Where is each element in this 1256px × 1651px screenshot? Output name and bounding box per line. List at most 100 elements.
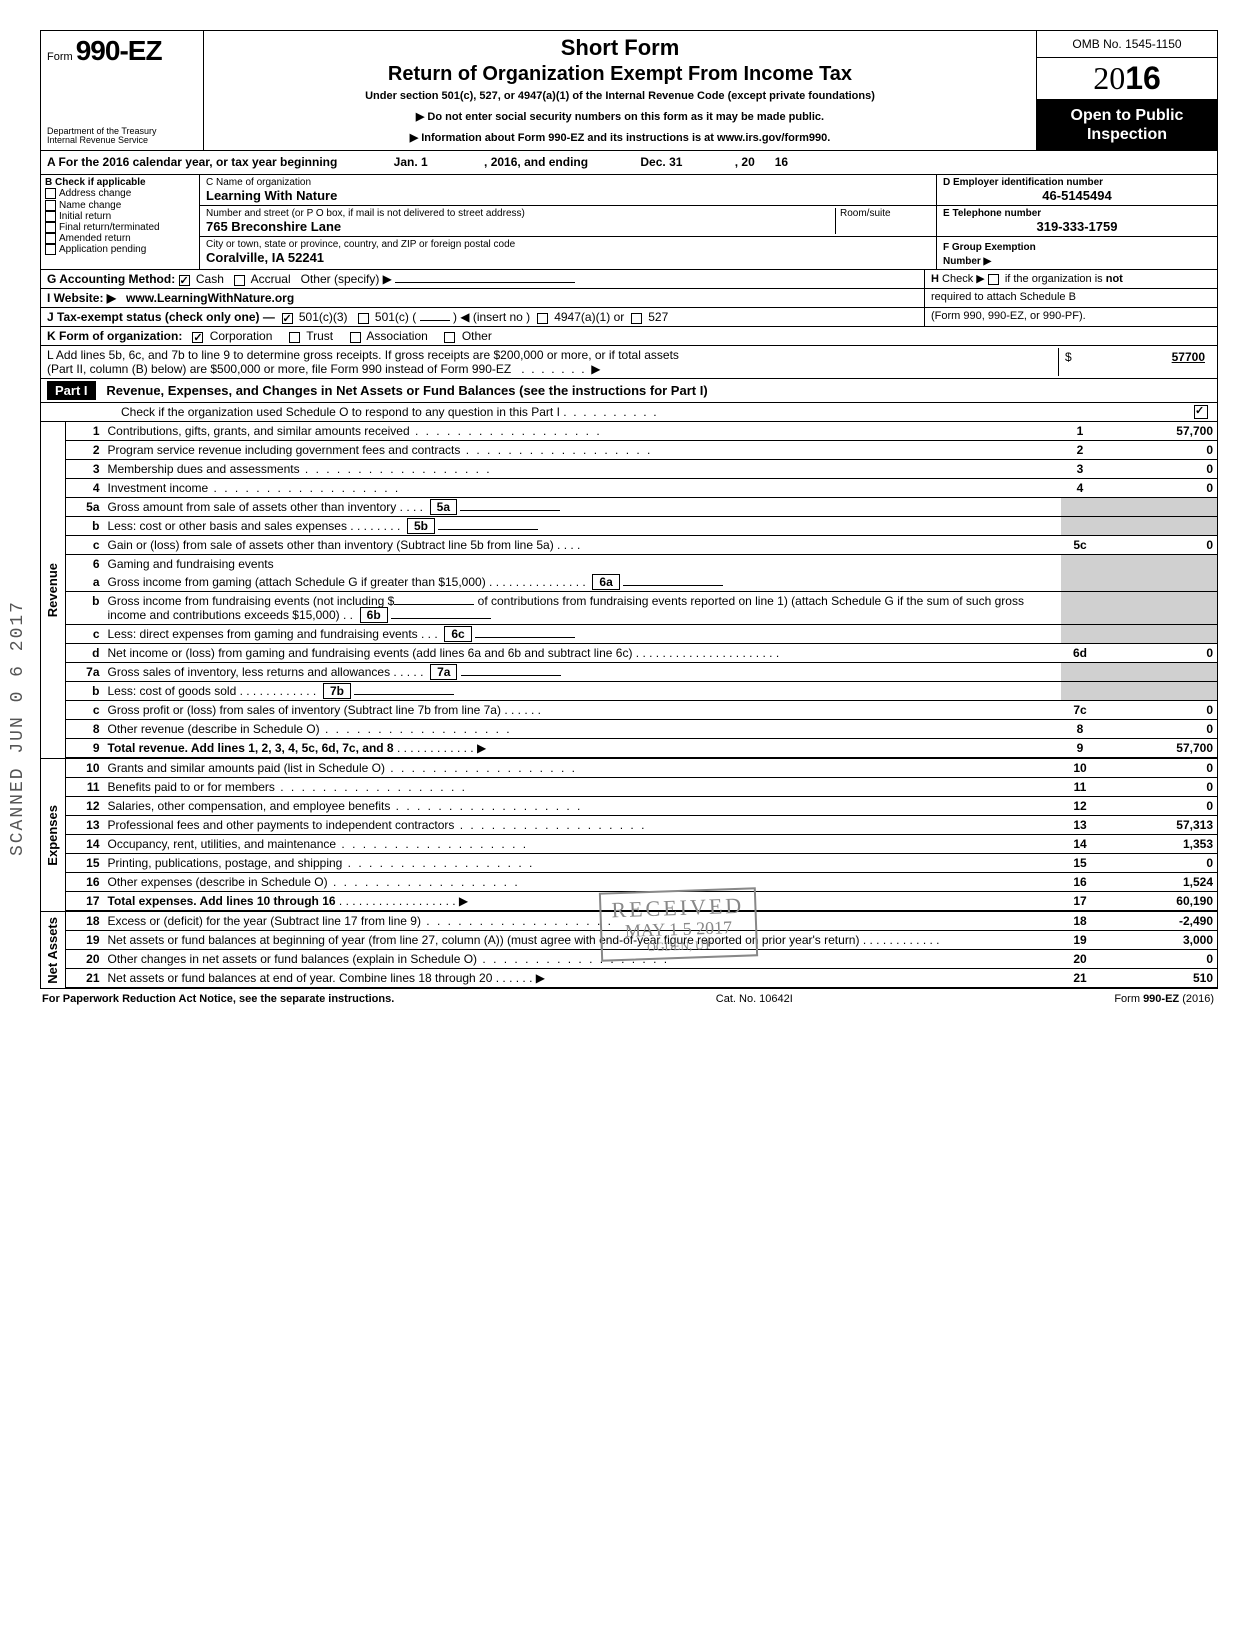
row-k: K Form of organization: Corporation Trus… [41,327,1217,346]
a-mid: , 2016, and ending [484,155,588,169]
chk-corp[interactable] [192,332,203,343]
chk-final-return[interactable] [45,222,56,233]
chk-cash[interactable] [179,275,190,286]
footer: For Paperwork Reduction Act Notice, see … [40,989,1216,1009]
row-l: L Add lines 5b, 6c, and 7b to line 9 to … [41,346,1217,379]
b-label: B Check if applicable [45,177,195,188]
footer-mid: Cat. No. 10642I [716,993,793,1005]
side-netassets: Net Assets [43,913,62,988]
line-10: 10Grants and similar amounts paid (list … [66,759,1218,778]
f-label: F Group Exemption [943,242,1036,253]
part1-check-text: Check if the organization used Schedule … [121,405,560,419]
line-2: 2Program service revenue including gover… [66,441,1218,460]
chk-501c[interactable] [358,313,369,324]
line-5b: bLess: cost or other basis and sales exp… [66,517,1218,536]
j-label: J Tax-exempt status (check only one) — [47,310,275,324]
dept-irs: Internal Revenue Service [47,136,197,146]
j-501c3: 501(c)(3) [299,310,348,324]
tax-year: 2016 [1037,58,1217,100]
d-e-f-column: D Employer identification number 46-5145… [936,175,1217,269]
chk-501c3[interactable] [282,313,293,324]
form-label: Form [47,51,73,63]
opt-address-change: Address change [59,189,131,200]
l-line2: (Part II, column (B) below) are $500,000… [47,362,511,376]
note-info: ▶ Information about Form 990-EZ and its … [212,131,1028,144]
a-begin: Jan. 1 [341,155,481,170]
chk-address-change[interactable] [45,188,56,199]
part1-check-row: Check if the organization used Schedule … [41,403,1217,422]
line-21: 21Net assets or fund balances at end of … [66,969,1218,988]
line-6a: aGross income from gaming (attach Schedu… [66,573,1218,592]
chk-amended-return[interactable] [45,233,56,244]
chk-initial-return[interactable] [45,211,56,222]
line-18: 18Excess or (deficit) for the year (Subt… [66,912,1218,931]
phone-value: 319-333-1759 [943,219,1211,234]
chk-part1-scho[interactable] [1194,405,1208,419]
b-check-column: B Check if applicable Address change Nam… [41,175,200,269]
chk-application-pending[interactable] [45,244,56,255]
d-label: D Employer identification number [943,177,1211,188]
line-1: 1Contributions, gifts, grants, and simil… [66,422,1218,441]
line-20: 20Other changes in net assets or fund ba… [66,950,1218,969]
line-3: 3Membership dues and assessments30 [66,460,1218,479]
part1-label: Part I [47,381,96,400]
note-ssn: ▶ Do not enter social security numbers o… [212,110,1028,123]
subtitle: Under section 501(c), 527, or 4947(a)(1)… [212,90,1028,102]
f-label2: Number ▶ [943,256,991,267]
form-number: 990-EZ [76,35,162,66]
chk-527[interactable] [631,313,642,324]
a-suffix: , 20 [735,155,755,169]
footer-right: Form 990-EZ (2016) [1114,993,1214,1005]
l-line1: L Add lines 5b, 6c, and 7b to line 9 to … [47,348,1058,362]
expenses-section: Expenses 10Grants and similar amounts pa… [41,758,1217,911]
line-8: 8Other revenue (describe in Schedule O)8… [66,720,1218,739]
l-value: 57700 [1172,350,1205,364]
j-insert: ) ◀ (insert no ) [453,310,530,324]
line-7b: bLess: cost of goods sold . . . . . . . … [66,682,1218,701]
side-expenses: Expenses [43,801,62,870]
j-501c: 501(c) ( [375,310,416,324]
line-17: 17Total expenses. Add lines 10 through 1… [66,892,1218,911]
opt-application-pending: Application pending [59,244,146,255]
j-527: 527 [648,310,668,324]
year-prefix: 20 [1093,60,1125,96]
h-line1: H Check ▶ if the organization is not [931,272,1211,285]
e-label: E Telephone number [943,208,1211,219]
c-label: C Name of organization [206,177,930,188]
chk-name-change[interactable] [45,200,56,211]
chk-h[interactable] [988,274,999,285]
line-7a: 7aGross sales of inventory, less returns… [66,663,1218,682]
chk-assoc[interactable] [350,332,361,343]
city-label: City or town, state or province, country… [206,239,930,250]
netassets-section: Net Assets 18Excess or (deficit) for the… [41,911,1217,988]
line-11: 11Benefits paid to or for members110 [66,778,1218,797]
k-assoc: Association [366,329,427,343]
section-b-to-f: B Check if applicable Address change Nam… [41,175,1217,270]
chk-trust[interactable] [289,332,300,343]
year-bold: 16 [1125,60,1161,96]
line-15: 15Printing, publications, postage, and s… [66,854,1218,873]
line-a-tax-year: A For the 2016 calendar year, or tax yea… [41,151,1217,175]
revenue-section: Revenue 1Contributions, gifts, grants, a… [41,422,1217,758]
website-value: www.LearningWithNature.org [126,291,294,305]
chk-other[interactable] [444,332,455,343]
a-prefix: A For the 2016 calendar year, or tax yea… [47,155,337,169]
chk-accrual[interactable] [234,275,245,286]
street-label: Number and street (or P O box, if mail i… [206,208,835,219]
chk-4947[interactable] [537,313,548,324]
k-corp: Corporation [210,329,273,343]
k-trust: Trust [306,329,333,343]
l-dollar: $ [1065,350,1072,364]
i-label: I Website: ▶ [47,291,116,305]
line-6b: bGross income from fundraising events (n… [66,592,1218,625]
line-6d: dNet income or (loss) from gaming and fu… [66,644,1218,663]
line-12: 12Salaries, other compensation, and empl… [66,797,1218,816]
part1-header: Part I Revenue, Expenses, and Changes in… [41,379,1217,403]
h-line3: (Form 990, 990-EZ, or 990-PF). [924,308,1217,326]
side-revenue: Revenue [43,559,62,621]
form-990ez: Form 990-EZ Department of the Treasury I… [40,30,1218,989]
row-i: I Website: ▶ www.LearningWithNature.org … [41,289,1217,308]
g-label: G Accounting Method: [47,272,175,286]
opt-final-return: Final return/terminated [59,222,160,233]
g-accrual: Accrual [251,272,291,286]
